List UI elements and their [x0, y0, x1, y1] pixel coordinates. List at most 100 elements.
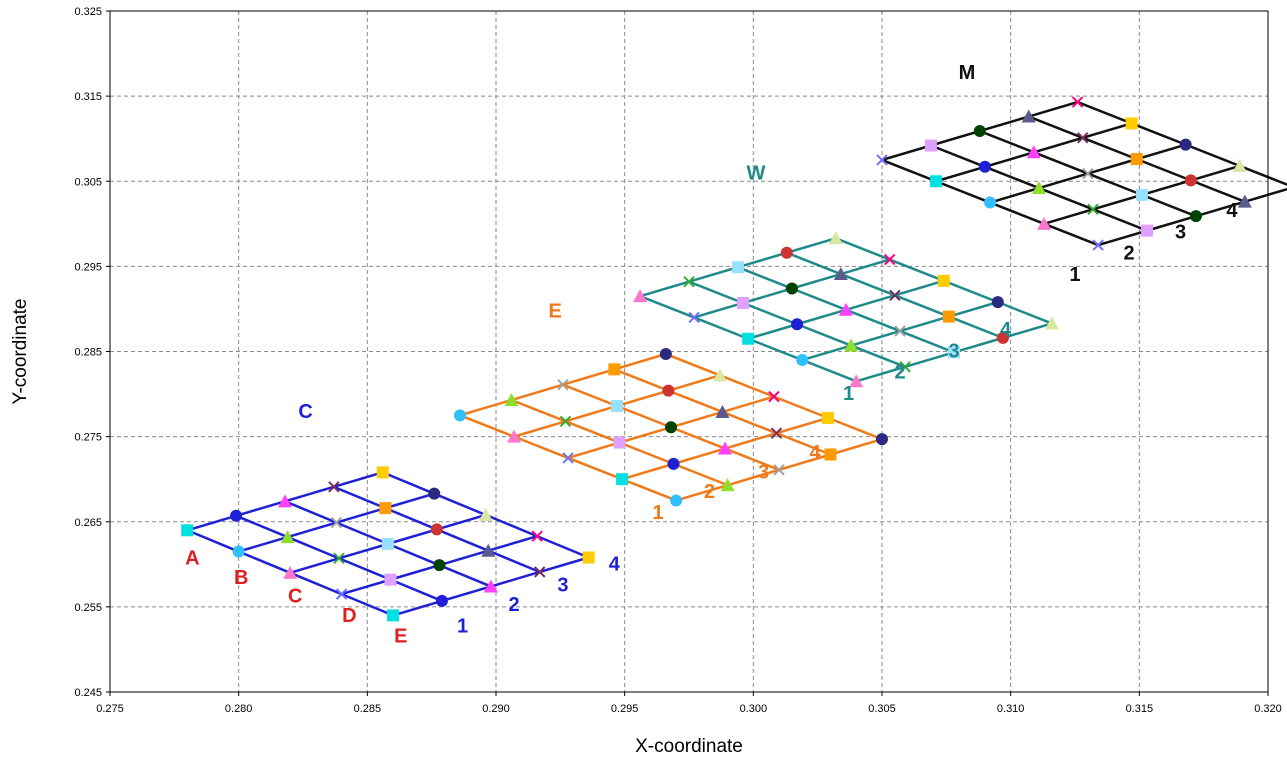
x-tick-label: 0.310 — [997, 703, 1025, 715]
data-point — [379, 502, 392, 515]
data-point — [942, 310, 955, 323]
data-point — [534, 566, 546, 578]
data-point — [1237, 194, 1252, 208]
data-point — [1179, 138, 1192, 151]
data-point — [833, 267, 848, 281]
data-point — [1082, 167, 1094, 180]
x-tick-label: 0.285 — [354, 703, 382, 715]
x-tick-label: 0.275 — [96, 703, 124, 715]
data-point — [924, 139, 937, 152]
y-axis-title: Y-coordinate — [10, 299, 31, 405]
data-point — [1189, 210, 1202, 223]
data-point — [773, 464, 785, 476]
data-point — [181, 524, 194, 537]
data-point — [876, 433, 888, 446]
data-point — [608, 363, 621, 376]
data-point — [435, 594, 448, 607]
data-point — [659, 348, 672, 361]
annotation-label: 4 — [810, 442, 822, 464]
data-point — [731, 261, 744, 274]
data-point — [664, 421, 677, 434]
data-point — [562, 452, 574, 464]
data-point — [633, 289, 648, 303]
data-point — [948, 346, 961, 359]
data-point — [557, 378, 569, 391]
data-point — [1037, 216, 1052, 230]
data-point — [712, 368, 727, 382]
annotation-label: 3 — [948, 340, 959, 362]
data-point — [376, 466, 389, 479]
data-point — [335, 588, 348, 600]
annotation-label: C — [298, 401, 312, 423]
data-point — [504, 393, 519, 407]
data-point — [844, 338, 859, 352]
data-point — [481, 543, 496, 557]
data-point — [453, 409, 466, 422]
annotation-label: 4 — [1000, 319, 1012, 341]
data-point — [1141, 224, 1154, 237]
data-point — [768, 390, 780, 403]
y-tick-label: 0.305 — [74, 176, 102, 188]
annotation-label: W — [746, 163, 765, 185]
data-point — [1125, 117, 1138, 130]
data-point — [478, 507, 493, 521]
annotation-label: 1 — [1069, 264, 1080, 286]
annotation-label: 3 — [758, 461, 769, 483]
data-point — [277, 494, 292, 508]
data-point — [667, 457, 680, 470]
x-tick-label: 0.280 — [225, 703, 253, 715]
data-point — [428, 487, 441, 500]
data-point — [770, 427, 783, 439]
data-point — [899, 361, 911, 373]
data-point — [1021, 109, 1036, 123]
x-tick-label: 0.290 — [482, 703, 510, 715]
data-point — [780, 246, 793, 259]
annotation-label: 1 — [843, 383, 854, 405]
y-tick-label: 0.325 — [74, 6, 102, 18]
data-point — [849, 374, 864, 388]
data-point — [718, 441, 733, 455]
data-point — [230, 509, 243, 522]
data-point — [791, 318, 804, 331]
data-point — [1026, 145, 1041, 159]
data-point — [613, 436, 626, 449]
data-point — [821, 411, 834, 424]
data-point — [531, 530, 543, 542]
annotation-label: 1 — [653, 502, 664, 524]
annotations: C A B C D E 1 2 3 4 E 1 2 3 4 W 1 2 3 4 M 1 2 3 4 — [185, 62, 1238, 648]
data-point — [973, 125, 986, 138]
data-point — [1184, 174, 1197, 187]
annotation-label: C — [288, 586, 302, 608]
y-tick-label: 0.245 — [74, 687, 102, 699]
annotation-label: A — [185, 547, 199, 569]
annotation-label: 4 — [609, 553, 621, 575]
x-tick-label: 0.315 — [1126, 703, 1154, 715]
annotation-label: 2 — [508, 594, 519, 616]
y-tick-label: 0.275 — [74, 432, 102, 444]
data-point — [430, 523, 443, 536]
data-point — [876, 154, 888, 166]
data-point — [387, 609, 400, 622]
data-point — [559, 415, 572, 428]
data-point — [889, 289, 901, 302]
data-point — [978, 160, 991, 173]
data-point — [742, 332, 755, 345]
data-point — [688, 311, 700, 324]
x-tick-label: 0.295 — [611, 703, 639, 715]
data-point — [737, 296, 750, 309]
data-point — [381, 537, 394, 550]
data-point — [507, 429, 522, 443]
mesh-markers — [181, 96, 1252, 622]
data-point — [670, 494, 683, 507]
annotation-label: D — [342, 605, 356, 627]
annotation-label: E — [394, 626, 407, 648]
data-point — [1232, 158, 1247, 172]
data-point — [1130, 153, 1143, 166]
data-point — [824, 448, 837, 461]
y-tick-label: 0.285 — [74, 347, 102, 359]
data-point — [1077, 132, 1089, 144]
annotation-label: M — [959, 62, 976, 84]
x-axis-title: X-coordinate — [635, 736, 743, 757]
data-point — [384, 573, 397, 586]
